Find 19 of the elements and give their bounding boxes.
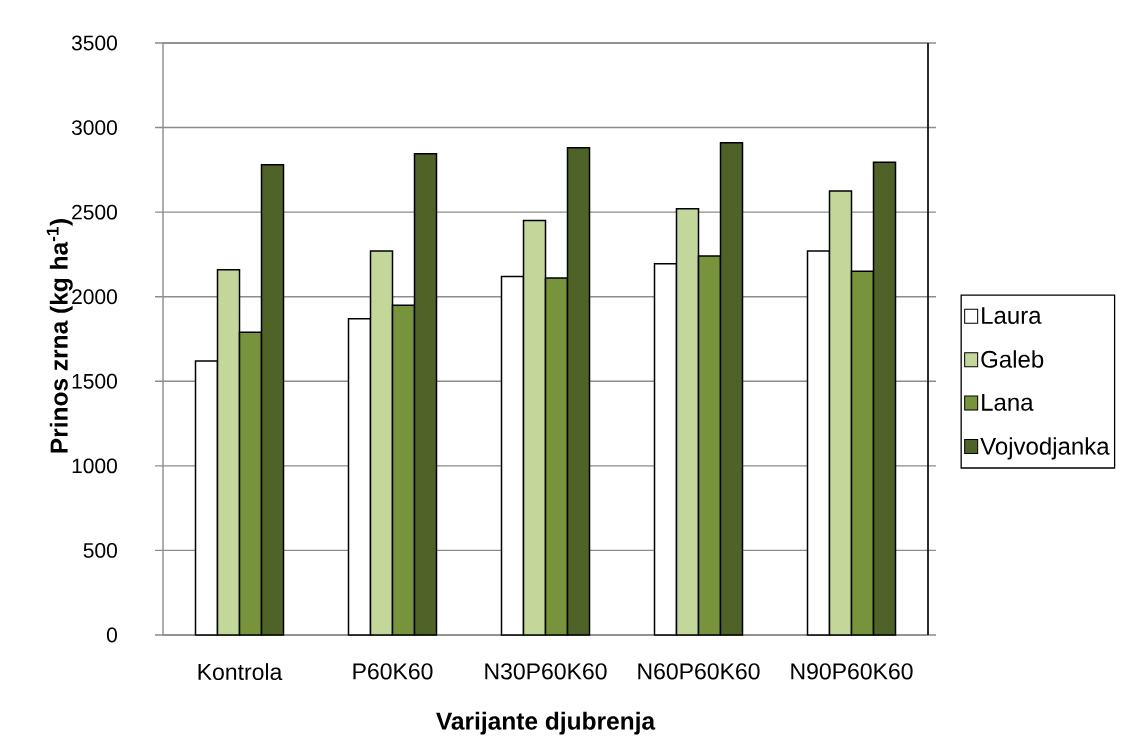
y-tick-label: 3000 <box>71 120 117 135</box>
y-axis-title: Prinos zrna (kg ha$^{-1}$) <box>46 219 73 453</box>
legend-label: Galeb <box>981 350 1044 368</box>
y-tick-label: 500 <box>83 542 117 558</box>
legend-label: Vojvodjanka <box>980 437 1110 460</box>
y-tick-label: 3500 <box>71 35 117 51</box>
x-tick-label: Kontrola <box>198 663 283 681</box>
y-tick-label: 1000 <box>72 458 117 474</box>
x-tick-label: P60K60 <box>353 663 433 680</box>
y-tick-label: 2000 <box>72 289 117 305</box>
legend-label: Laura <box>982 307 1042 324</box>
y-tick-label: 2500 <box>72 204 117 220</box>
x-tick-label: N90P60K60 <box>791 663 913 680</box>
x-tick-label: N60P60K60 <box>638 663 760 680</box>
y-tick-label: 1500 <box>72 373 117 389</box>
legend-label: Lana <box>982 394 1034 411</box>
x-tick-label: N30P60K60 <box>485 663 607 680</box>
x-axis-title: Varijante djubrenja <box>436 711 656 735</box>
y-tick-label: 0 <box>106 627 117 643</box>
